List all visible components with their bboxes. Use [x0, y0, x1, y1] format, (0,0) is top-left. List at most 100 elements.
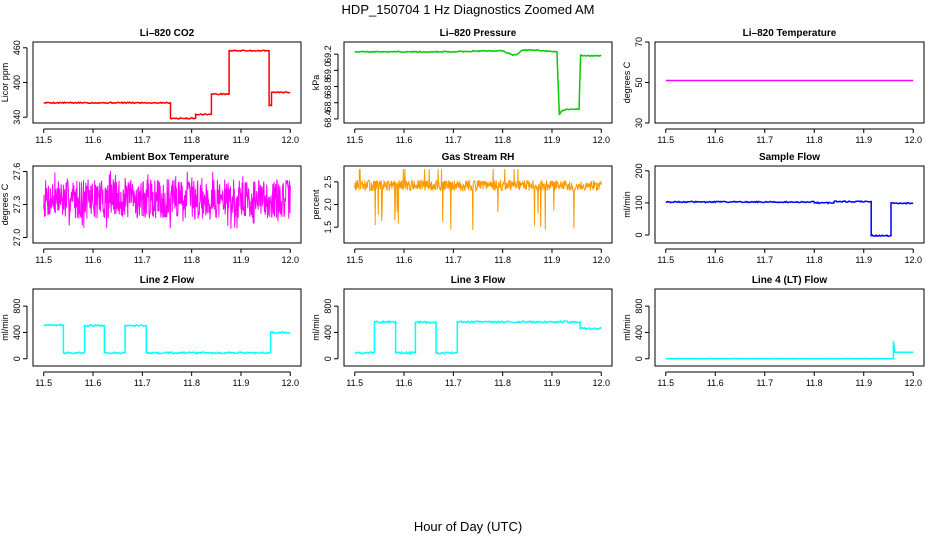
x-tick-label: 12.0 — [282, 378, 300, 388]
y-tick-label: 400 — [323, 325, 333, 340]
x-tick-label: 11.8 — [183, 255, 200, 265]
series-line-line4 — [665, 340, 914, 360]
plot-frame — [32, 288, 302, 367]
x-tick-label: 11.6 — [396, 255, 413, 265]
x-tick-label: 11.9 — [544, 135, 561, 145]
x-tick-label: 11.9 — [233, 255, 250, 265]
chart-title: Ambient Box Temperature — [105, 152, 230, 163]
figure-xlabel: Hour of Day (UTC) — [414, 519, 522, 534]
y-tick-label: 0 — [12, 356, 22, 361]
x-tick-label: 11.7 — [756, 378, 773, 388]
y-tick-label: 68.6 — [323, 94, 333, 112]
x-tick-label: 11.5 — [35, 255, 52, 265]
plot-frame — [654, 41, 925, 124]
x-tick-label: 12.0 — [282, 135, 300, 145]
y-axis-label: ml/min — [622, 191, 632, 218]
y-axis: 0 400 800 — [12, 299, 28, 361]
y-tick-label: 30 — [634, 118, 644, 128]
x-tick-label: 12.0 — [593, 255, 611, 265]
chart-title: Line 3 Flow — [451, 275, 506, 286]
chart-panel-pressure: Li–820 Pressure 11.5 11.6 11.7 11.8 11.9 12.0 6… — [311, 28, 613, 145]
y-tick-label: 460 — [12, 40, 22, 55]
x-tick-label: 11.7 — [445, 255, 462, 265]
plot-frame — [654, 288, 925, 367]
x-tick-label: 11.5 — [657, 255, 674, 265]
y-tick-label: 68.4 — [323, 110, 333, 128]
x-tick-label: 11.9 — [855, 255, 872, 265]
y-axis: 27.0 27.3 27.6 — [12, 163, 28, 247]
chart-panel-rh: Gas Stream RH 11.5 11.6 11.7 11.8 11.9 12.0 1.5… — [311, 152, 613, 265]
y-axis-label: kPa — [311, 75, 321, 91]
plot-frame — [343, 165, 613, 244]
x-tick-label: 11.6 — [707, 378, 724, 388]
x-tick-label: 11.5 — [346, 255, 363, 265]
x-axis: 11.5 11.6 11.7 11.8 11.9 12.0 — [35, 128, 300, 145]
series-line-line3 — [354, 319, 602, 356]
y-axis: 68.468.668.869.069.2 — [323, 45, 339, 128]
y-tick-label: 0 — [323, 356, 333, 361]
chart-panel-line2: Line 2 Flow 11.5 11.6 11.7 11.8 11.9 12.0 0 400 8… — [0, 275, 302, 388]
x-tick-label: 12.0 — [904, 255, 922, 265]
y-tick-label: 800 — [323, 299, 333, 314]
y-tick-label: 1.5 — [323, 221, 333, 234]
x-axis: 11.5 11.6 11.7 11.8 11.9 12.0 — [657, 248, 922, 265]
x-axis: 11.5 11.6 11.7 11.8 11.9 12.0 — [657, 371, 922, 388]
y-tick-label: 69.2 — [323, 45, 333, 63]
x-tick-label: 11.9 — [544, 378, 561, 388]
x-tick-label: 12.0 — [593, 135, 611, 145]
y-axis: 0 100 200 — [634, 163, 650, 237]
chart-title: Gas Stream RH — [442, 152, 515, 163]
plot-frame — [343, 288, 613, 367]
x-tick-label: 11.6 — [85, 135, 102, 145]
x-tick-label: 11.9 — [544, 255, 561, 265]
series-line-sample — [665, 200, 914, 238]
x-tick-label: 11.5 — [346, 378, 363, 388]
x-axis: 11.5 11.6 11.7 11.8 11.9 12.0 — [346, 371, 610, 388]
x-tick-label: 11.6 — [707, 255, 724, 265]
y-axis-label: percent — [311, 189, 321, 220]
y-tick-label: 400 — [634, 325, 644, 340]
x-tick-label: 12.0 — [282, 255, 300, 265]
y-axis: 0 400 800 — [634, 299, 650, 361]
y-tick-label: 27.0 — [12, 229, 22, 247]
y-tick-label: 2.5 — [323, 176, 333, 189]
x-axis: 11.5 11.6 11.7 11.8 11.9 12.0 — [35, 371, 300, 388]
x-tick-label: 11.8 — [494, 135, 511, 145]
chart-panel-line3: Line 3 Flow 11.5 11.6 11.7 11.8 11.9 12.0 0 400 8… — [311, 275, 613, 388]
y-axis: 1.5 2.0 2.5 — [323, 176, 339, 234]
x-tick-label: 11.6 — [85, 255, 102, 265]
y-axis-label: degrees C — [0, 183, 10, 225]
chart-panel-sample: Sample Flow 11.5 11.6 11.7 11.8 11.9 12.0 0 100 2… — [622, 152, 925, 265]
y-tick-label: 800 — [634, 299, 644, 314]
y-axis-label: ml/min — [311, 314, 321, 341]
plot-frame — [32, 41, 302, 124]
x-tick-label: 11.9 — [855, 378, 872, 388]
y-tick-label: 400 — [12, 325, 22, 340]
y-tick-label: 400 — [12, 75, 22, 90]
y-tick-label: 27.3 — [12, 196, 22, 214]
y-axis: 340 400 460 — [12, 40, 28, 125]
x-tick-label: 11.9 — [233, 378, 250, 388]
y-axis: 0 400 800 — [323, 299, 339, 361]
x-tick-label: 11.5 — [346, 135, 363, 145]
y-axis: 30 50 70 — [634, 37, 650, 128]
series-line-line2 — [43, 323, 291, 355]
series-line-co2 — [43, 49, 291, 120]
y-axis-label: Licor ppm — [0, 63, 10, 103]
x-tick-label: 11.8 — [494, 255, 511, 265]
x-tick-label: 11.8 — [806, 378, 823, 388]
y-tick-label: 27.6 — [12, 163, 22, 181]
y-axis-label: ml/min — [622, 314, 632, 341]
plot-frame — [343, 41, 613, 124]
x-axis: 11.5 11.6 11.7 11.8 11.9 12.0 — [346, 128, 611, 145]
chart-title: Line 4 (LT) Flow — [752, 275, 828, 286]
x-tick-label: 11.7 — [756, 135, 773, 145]
x-tick-label: 11.8 — [806, 135, 823, 145]
x-tick-label: 11.9 — [233, 135, 250, 145]
y-axis-label: degrees C — [622, 61, 632, 103]
x-tick-label: 11.6 — [85, 378, 102, 388]
x-tick-label: 12.0 — [904, 135, 922, 145]
x-tick-label: 11.5 — [35, 135, 52, 145]
